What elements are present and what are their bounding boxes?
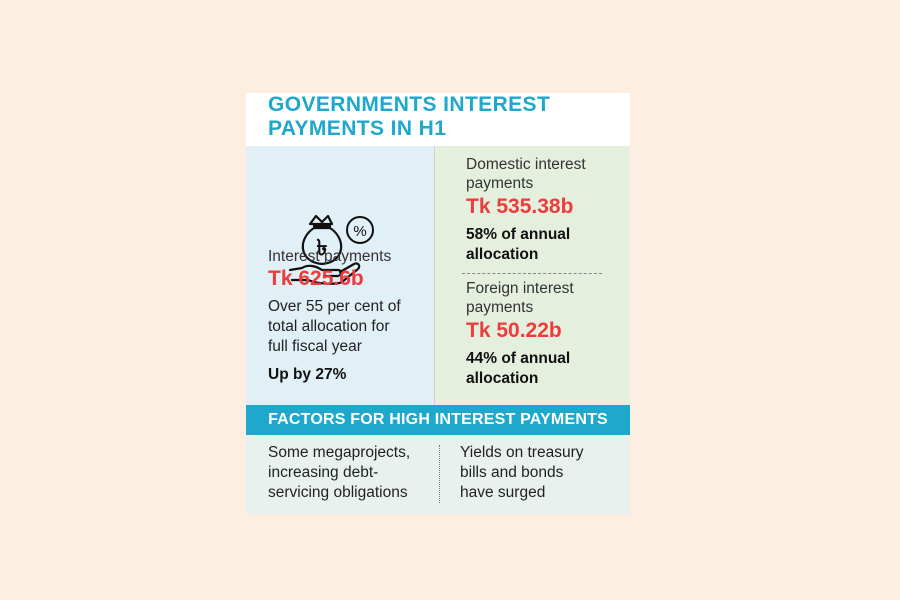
dashed-divider <box>462 273 602 274</box>
total-interest-panel: ৳ % Interest payments Tk 625.6b Over 55 … <box>246 146 434 456</box>
foreign-label: Foreign interest payments <box>466 279 574 317</box>
factors-section: Some megaprojects, increasing debt- serv… <box>246 435 630 514</box>
panel-divider <box>434 146 435 456</box>
domestic-label-line: Domestic interest <box>466 156 586 173</box>
factor-item-line: bills and bonds <box>460 464 564 481</box>
foreign-amount: Tk 50.22b <box>466 319 562 342</box>
percent-symbol: % <box>353 223 366 240</box>
domestic-label: Domestic interest payments <box>466 155 586 193</box>
allocation-note-line: full fiscal year <box>268 338 362 355</box>
title-line-1: GOVERNMENTS INTEREST <box>268 93 551 116</box>
breakdown-panel: Domestic interest payments Tk 535.38b 58… <box>435 146 630 456</box>
domestic-share-line: 58% of annual <box>466 226 571 243</box>
money-bag-hand-icon: ৳ % <box>288 214 374 285</box>
factor-item-line: Yields on treasury <box>460 444 584 461</box>
factor-item-line: increasing debt- <box>268 464 379 481</box>
allocation-note-line: Over 55 per cent of <box>268 298 401 315</box>
domestic-share-line: allocation <box>466 246 539 263</box>
factor-item: Some megaprojects, increasing debt- serv… <box>268 443 410 503</box>
factors-heading: FACTORS FOR HIGH INTEREST PAYMENTS <box>246 405 630 435</box>
interest-payments-amount: Tk 625.6b <box>268 267 364 290</box>
domestic-label-line: payments <box>466 175 534 192</box>
domestic-amount: Tk 535.38b <box>466 195 574 218</box>
domestic-share: 58% of annual allocation <box>466 225 570 265</box>
title-line-2: PAYMENTS IN H1 <box>268 117 447 140</box>
allocation-note: Over 55 per cent of total allocation for… <box>268 297 401 357</box>
infographic-card: GOVERNMENTS INTEREST PAYMENTS IN H1 ৳ % … <box>246 93 630 514</box>
factor-divider <box>439 445 440 503</box>
foreign-label-line: Foreign interest <box>466 280 574 297</box>
infographic-title: GOVERNMENTS INTEREST PAYMENTS IN H1 <box>268 93 618 141</box>
currency-symbol: ৳ <box>317 236 328 261</box>
factor-item-line: have surged <box>460 484 546 501</box>
factor-item-line: Some megaprojects, <box>268 444 411 461</box>
growth-note: Up by 27% <box>268 366 347 383</box>
foreign-share: 44% of annual allocation <box>466 349 570 389</box>
interest-payments-label: Interest payments <box>268 248 392 265</box>
factor-item-line: servicing obligations <box>268 484 408 501</box>
foreign-share-line: allocation <box>466 370 539 387</box>
allocation-note-line: total allocation for <box>268 318 390 335</box>
foreign-share-line: 44% of annual <box>466 350 571 367</box>
factor-item: Yields on treasury bills and bonds have … <box>460 443 584 503</box>
foreign-label-line: payments <box>466 299 534 316</box>
